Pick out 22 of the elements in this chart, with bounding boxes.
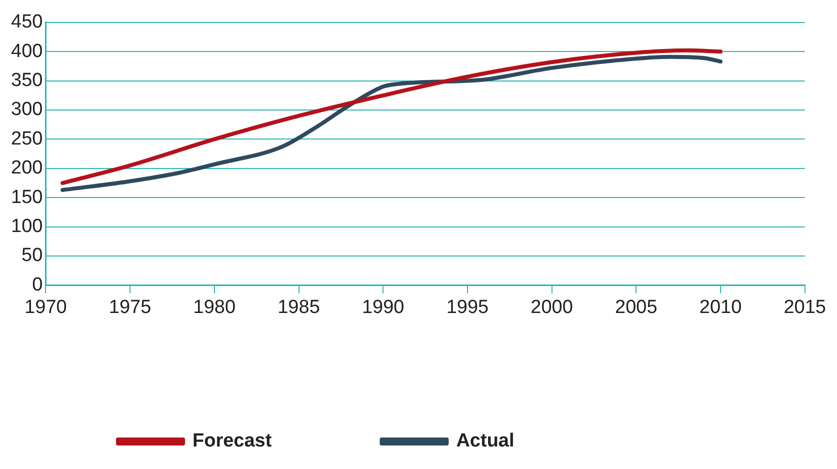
y-tick-label: 350	[11, 70, 43, 92]
y-tick-label: 300	[11, 99, 43, 120]
y-tick-label: 400	[11, 40, 43, 62]
y-tick-label: 250	[11, 128, 43, 150]
y-tick-label: 200	[11, 158, 43, 179]
legend-label: Actual	[456, 430, 514, 452]
x-tick-label: 1985	[278, 296, 320, 318]
y-tick-label: 450	[11, 12, 43, 33]
y-tick-label: 50	[22, 245, 43, 266]
x-tick-label: 1975	[108, 296, 152, 318]
x-tick-label: 2015	[784, 296, 826, 318]
x-tick-label: 2005	[615, 296, 658, 318]
x-tick-label: 1990	[362, 296, 404, 318]
x-tick-label: 1980	[193, 296, 236, 318]
x-tick-label: 2010	[699, 296, 742, 318]
y-tick-label: 100	[11, 216, 43, 238]
x-tick-label: 1995	[446, 296, 489, 318]
y-tick-label: 0	[32, 274, 43, 296]
x-tick-label: 1970	[24, 296, 67, 318]
legend-label: Forecast	[192, 430, 272, 452]
y-tick-label: 150	[11, 186, 43, 208]
x-tick-label: 2000	[530, 296, 573, 318]
